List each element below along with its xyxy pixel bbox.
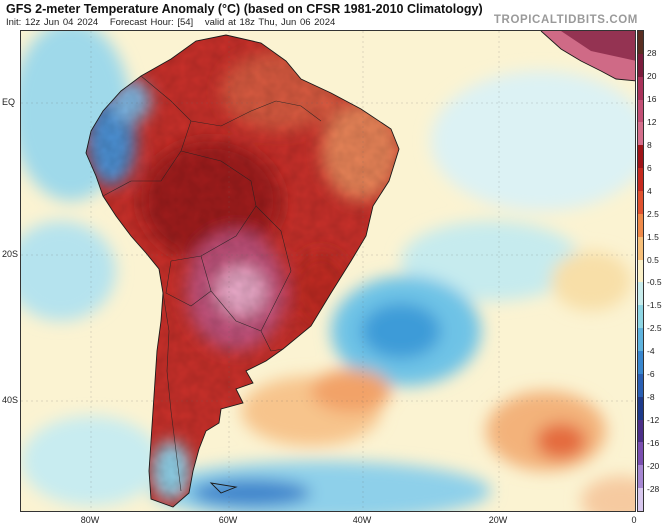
colorbar-tick-label: 28 xyxy=(647,47,657,58)
colorbar-tick-label: 12 xyxy=(647,116,657,127)
valid-time: valid at 18z Thu, Jun 06 2024 xyxy=(204,17,336,28)
colorbar-segment xyxy=(638,373,643,397)
colorbar-segment xyxy=(638,99,643,123)
colorbar-segment xyxy=(638,442,643,466)
colorbar-tick-label: -28 xyxy=(647,484,660,495)
map-subtitle: Init: 12z Jun 04 2024 Forecast Hour: [54… xyxy=(6,17,343,28)
colorbar-segment xyxy=(638,191,643,214)
colorbar-segment xyxy=(638,282,643,306)
colorbar-segment xyxy=(638,351,643,374)
lon-label-80w: 80W xyxy=(80,515,100,525)
colorbar-segment xyxy=(638,213,643,237)
lat-label-eq: EQ xyxy=(2,97,16,107)
colorbar-segment xyxy=(638,419,643,443)
lon-label-40w: 40W xyxy=(352,515,372,525)
forecast-hour: Forecast Hour: [54] xyxy=(109,17,194,28)
colorbar-scale xyxy=(637,30,644,512)
colorbar-tick-label: -0.5 xyxy=(647,277,662,288)
colorbar-segment xyxy=(638,465,643,489)
colorbar-tick-label: 4 xyxy=(647,185,652,196)
colorbar-tick-label: 16 xyxy=(647,93,657,104)
colorbar-segment xyxy=(638,53,643,77)
colorbar-segment xyxy=(638,76,643,100)
lon-label-20w: 20W xyxy=(488,515,508,525)
colorbar-segment xyxy=(638,305,643,329)
colorbar-tick-label: -8 xyxy=(647,392,655,403)
colorbar-tick-label: -6 xyxy=(647,369,655,380)
colorbar-tick-label: -12 xyxy=(647,415,660,426)
init-time: Init: 12z Jun 04 2024 xyxy=(6,17,99,28)
colorbar-segment xyxy=(638,168,643,192)
colorbar-tick-label: 8 xyxy=(647,139,652,150)
colorbar-tick-label: -4 xyxy=(647,346,655,357)
colorbar-tick-label: 0.5 xyxy=(647,254,659,265)
colorbar-legend: 28 20 16 12 8 6 4 2.5 1.5 0.5 -0.5 -1.5 -2.5 -4 -6 -8 -1… xyxy=(637,30,670,512)
lat-lon-grid xyxy=(21,31,635,511)
country-borders xyxy=(102,75,322,492)
colorbar-tick-label: 1.5 xyxy=(647,231,659,242)
brand-logo[interactable]: TROPICALTIDBITS.COM xyxy=(493,14,638,26)
colorbar-segment xyxy=(638,259,643,283)
colorbar-segment xyxy=(638,236,643,260)
anomaly-map xyxy=(20,30,636,512)
lat-label-40s: 40S xyxy=(2,395,19,405)
map-title: GFS 2-meter Temperature Anomaly (°C) (ba… xyxy=(6,2,483,16)
ocean-anomalies xyxy=(21,31,635,511)
colorbar-tick-label: -20 xyxy=(647,461,660,472)
colorbar-segment xyxy=(638,31,643,54)
colorbar-tick-label: 2.5 xyxy=(647,208,659,219)
lon-label-0: 0 xyxy=(631,515,637,525)
lon-label-60w: 60W xyxy=(218,515,238,525)
coastlines xyxy=(85,31,635,508)
lat-label-20s: 20S xyxy=(2,249,19,259)
colorbar-tick-label: 20 xyxy=(647,70,657,81)
colorbar-segment xyxy=(638,122,643,146)
colorbar-tick-label: -2.5 xyxy=(647,323,662,334)
colorbar-tick-label: -1.5 xyxy=(647,300,662,311)
colorbar-tick-label: 6 xyxy=(647,162,652,173)
colorbar-segment xyxy=(638,328,643,352)
colorbar-segment xyxy=(638,145,643,169)
map-canvas xyxy=(21,31,635,511)
colorbar-segment xyxy=(638,396,643,420)
colorbar-segment xyxy=(638,488,643,512)
colorbar-tick-label: -16 xyxy=(647,438,660,449)
